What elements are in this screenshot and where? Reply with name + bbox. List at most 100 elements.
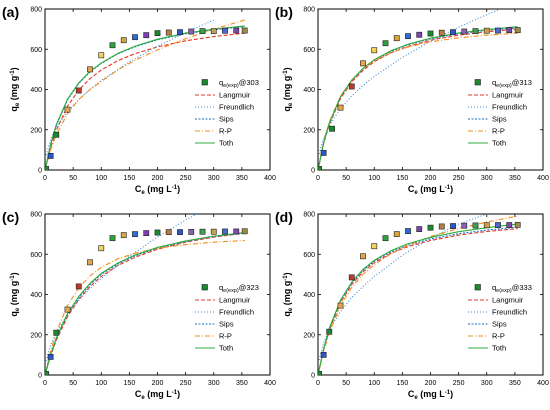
data-point-marker [506,27,513,34]
x-tick-label: 200 [152,380,164,387]
y-tick-label: 400 [303,292,315,299]
data-point-marker [382,40,389,47]
y-tick-label: 800 [303,212,315,219]
data-point-marker [87,66,93,73]
data-point-marker [320,351,327,358]
data-point-marker [427,224,434,231]
legend-label: Toth [219,344,233,353]
legend-label: Sips [219,320,234,329]
y-axis-label: qe (mg g-1) [9,67,21,111]
legend-marker-symbol [474,284,481,291]
x-tick-label: 200 [425,175,437,182]
legend-label: Sips [492,115,507,124]
chart-panel-2: 0 50 100 150 200 250 300 350 400 0 200 400 600 800 Ce … [275,4,549,196]
data-point-marker [405,33,411,40]
series-line-toth [45,25,245,170]
series-line-langmuir [318,28,518,170]
y-tick-label: 400 [30,87,42,94]
data-point-marker [75,283,82,290]
legend-label: Toth [492,344,506,353]
data-point-marker [318,166,323,170]
legend-label: Sips [219,115,234,124]
legend-marker-symbol [474,79,481,86]
data-point-marker [143,230,150,237]
data-point-marker [45,371,50,375]
data-point-marker [132,231,138,238]
legend-label: Freundlich [219,103,254,112]
panel-label: (a) [2,4,19,20]
data-point-marker [393,231,400,238]
y-tick-label: 0 [311,168,315,175]
data-point-marker [87,259,93,266]
legend-label: Freundlich [219,308,254,317]
legend-label: Langmuir [492,296,524,305]
chart-panel-4: 0 50 100 150 200 250 300 350 400 0 200 400 600 800 Ce … [275,209,549,401]
y-tick-label: 400 [303,87,315,94]
series-line-r-p [318,215,518,375]
series-line-sips [45,232,245,375]
data-point-marker [120,37,127,44]
data-point-marker [109,235,116,242]
plot-frame [317,213,544,376]
y-tick-label: 800 [30,7,42,14]
data-point-marker [154,229,161,236]
data-point-marker [53,329,60,336]
x-tick-label: 100 [368,380,380,387]
y-tick-label: 200 [303,332,315,339]
data-point-marker [241,228,248,235]
series-line-langmuir [45,32,245,170]
legend-label: Sips [492,320,507,329]
x-tick-label: 250 [453,175,465,182]
y-tick-label: 200 [303,127,315,134]
data-point-marker [472,28,479,35]
series-line-sips [318,27,518,170]
data-point-marker [47,353,54,360]
y-tick-label: 200 [30,127,42,134]
plot-area [45,214,248,375]
plot-frame [44,213,271,376]
y-tick-label: 800 [30,212,42,219]
data-point-marker [450,29,456,36]
series-line-r-p [318,32,518,170]
plot-area [318,9,521,170]
x-tick-label: 0 [316,175,320,182]
data-point-marker [405,228,411,235]
data-point-marker [483,27,490,34]
data-point-marker [98,52,105,59]
data-point-marker [337,302,344,309]
x-tick-label: 300 [481,175,493,182]
data-point-marker [154,30,161,37]
x-tick-label: 100 [368,175,380,182]
data-point-marker [241,27,248,34]
legend: qe(exp)@323 Langmuir Freundlich Sips R-P Toth [195,283,259,353]
y-tick-label: 600 [30,252,42,259]
panel-label: (b) [275,4,293,20]
x-tick-label: 200 [152,175,164,182]
legend-label: Langmuir [219,91,251,100]
data-point-marker [506,222,513,228]
x-tick-label: 300 [208,380,220,387]
data-point-marker [165,229,172,236]
plot-area [318,214,521,375]
x-tick-label: 350 [509,380,521,387]
y-axis-label: qe (mg g-1) [282,272,294,316]
data-point-marker [348,274,355,281]
legend-marker-symbol [201,79,208,86]
x-tick-label: 0 [316,380,320,387]
y-tick-label: 0 [311,373,315,380]
x-tick-label: 50 [342,175,350,182]
data-point-marker [233,228,240,235]
data-point-marker [371,47,378,54]
x-tick-label: 250 [453,380,465,387]
data-point-marker [416,31,423,38]
data-point-marker [514,221,521,228]
data-point-marker [461,28,468,35]
panel-label: (c) [2,209,19,225]
data-point-marker [143,32,150,39]
data-point-marker [348,83,355,90]
data-point-marker [109,42,116,49]
data-point-marker [199,28,206,35]
data-point-marker [320,149,327,156]
x-tick-label: 200 [425,380,437,387]
